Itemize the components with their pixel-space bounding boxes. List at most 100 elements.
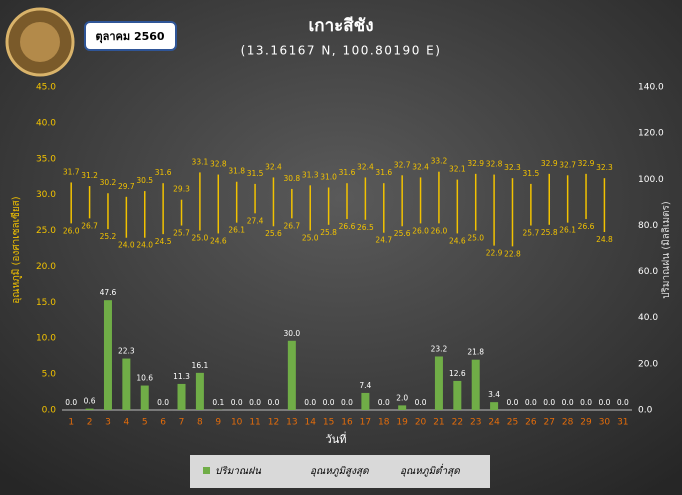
bar-label: 0.0 — [580, 398, 592, 407]
min-label: 26.0 — [431, 226, 448, 235]
y2-tick-label: 20.0 — [638, 359, 658, 369]
max-label: 32.4 — [412, 162, 429, 171]
min-label: 25.7 — [173, 229, 190, 238]
y2-tick-label: 140.0 — [638, 83, 664, 93]
max-label: 31.6 — [155, 168, 172, 177]
x-tick-label: 28 — [562, 418, 574, 428]
x-tick-label: 20 — [415, 418, 427, 428]
max-label: 31.8 — [228, 167, 245, 176]
min-label: 25.0 — [192, 234, 209, 243]
y2-tick-label: 120.0 — [638, 129, 664, 139]
max-label: 31.0 — [320, 172, 337, 181]
min-label: 25.2 — [100, 232, 117, 241]
bar-label: 0.0 — [617, 398, 629, 407]
x-tick-label: 25 — [507, 418, 518, 428]
x-tick-label: 18 — [378, 418, 390, 428]
max-label: 32.7 — [394, 160, 411, 169]
min-label: 22.8 — [504, 249, 521, 258]
min-label: 24.6 — [210, 236, 227, 245]
bar-label: 0.0 — [65, 398, 77, 407]
min-label: 26.0 — [412, 226, 429, 235]
logo-inner — [20, 22, 60, 62]
max-label: 32.4 — [357, 162, 374, 171]
x-tick-label: 15 — [323, 418, 334, 428]
y2-axis-label: ปริมาณฝน (มิลลิเมตร) — [661, 201, 672, 299]
date-label: ตุลาคม 2560 — [95, 30, 164, 44]
bar — [287, 340, 296, 410]
min-label: 26.5 — [357, 223, 374, 232]
max-label: 33.2 — [431, 157, 448, 166]
x-tick-label: 10 — [231, 418, 243, 428]
min-label: 26.1 — [228, 226, 245, 235]
y-tick-label: 45.0 — [36, 83, 56, 93]
bar-label: 10.6 — [136, 374, 153, 383]
y-tick-label: 20.0 — [36, 262, 56, 272]
bar-label: 0.0 — [323, 398, 335, 407]
min-label: 26.6 — [578, 222, 595, 231]
bar-label: 0.0 — [304, 398, 316, 407]
y2-tick-label: 100.0 — [638, 175, 664, 185]
bar-label: 7.4 — [359, 381, 371, 390]
bar-label: 12.6 — [449, 369, 466, 378]
max-label: 32.3 — [596, 163, 613, 172]
x-tick-label: 21 — [433, 418, 444, 428]
x-tick-label: 17 — [360, 418, 371, 428]
chart-subtitle: (13.16167 N, 100.80190 E) — [241, 44, 442, 58]
bar-label: 3.4 — [488, 390, 500, 399]
min-label: 25.8 — [320, 228, 337, 237]
x-tick-label: 8 — [197, 418, 203, 428]
bar — [122, 358, 131, 410]
min-label: 26.1 — [559, 226, 576, 235]
max-label: 32.8 — [486, 160, 503, 169]
x-tick-label: 30 — [599, 418, 611, 428]
y-tick-label: 30.0 — [36, 190, 56, 200]
chart-title: เกาะสีชัง — [309, 15, 374, 36]
legend-swatch — [203, 467, 210, 474]
bar-label: 0.0 — [249, 398, 261, 407]
bar-label: 0.0 — [231, 398, 243, 407]
max-label: 31.2 — [81, 171, 98, 180]
x-tick-label: 19 — [396, 418, 408, 428]
legend-label: ปริมาณฝน — [215, 465, 262, 477]
max-label: 31.6 — [375, 168, 392, 177]
y-tick-label: 5.0 — [42, 370, 57, 380]
bar-label: 0.0 — [378, 398, 390, 407]
legend-label: อุณหภูมิสูงสุด — [310, 465, 369, 477]
bar — [140, 385, 149, 410]
x-tick-label: 5 — [142, 418, 148, 428]
x-tick-label: 2 — [87, 418, 93, 428]
x-tick-label: 23 — [470, 418, 481, 428]
x-tick-label: 16 — [341, 418, 353, 428]
bar-label: 21.8 — [467, 348, 484, 357]
min-label: 25.6 — [265, 229, 282, 238]
bar-label: 16.1 — [192, 361, 209, 370]
bar — [490, 402, 499, 410]
max-label: 32.7 — [559, 160, 576, 169]
x-tick-label: 12 — [268, 418, 279, 428]
y-tick-label: 0.0 — [42, 406, 57, 416]
x-tick-label: 1 — [68, 418, 74, 428]
min-label: 26.0 — [63, 226, 80, 235]
min-label: 26.7 — [81, 221, 98, 230]
x-tick-label: 9 — [215, 418, 221, 428]
bar-label: 22.3 — [118, 347, 135, 356]
bar — [103, 300, 112, 410]
bar — [177, 383, 186, 410]
max-label: 30.2 — [100, 178, 117, 187]
x-tick-label: 6 — [160, 418, 166, 428]
min-label: 24.5 — [155, 237, 172, 246]
max-label: 32.9 — [578, 159, 595, 168]
y-tick-label: 15.0 — [36, 298, 56, 308]
y2-tick-label: 80.0 — [638, 221, 658, 231]
legend — [190, 455, 490, 488]
max-label: 30.8 — [283, 174, 300, 183]
bar — [398, 405, 407, 410]
max-label: 31.5 — [247, 169, 264, 178]
min-label: 25.6 — [394, 229, 411, 238]
y-tick-label: 25.0 — [36, 226, 56, 236]
max-label: 31.6 — [339, 168, 356, 177]
x-axis-label: วันที่ — [326, 431, 347, 446]
bar — [195, 372, 204, 410]
